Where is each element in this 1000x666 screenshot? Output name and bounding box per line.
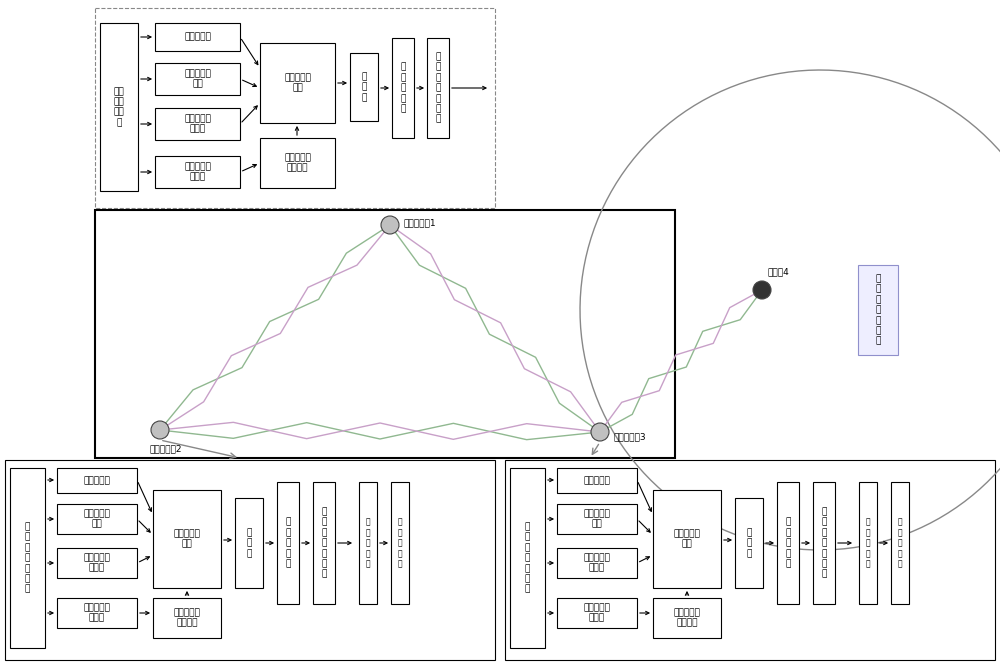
- Circle shape: [151, 421, 169, 439]
- Bar: [813, 482, 835, 604]
- Text: 节点位置计
算器: 节点位置计 算器: [174, 529, 200, 549]
- Bar: [100, 23, 138, 191]
- Bar: [155, 156, 240, 188]
- Circle shape: [381, 216, 399, 234]
- Bar: [155, 23, 240, 51]
- Bar: [153, 598, 221, 638]
- Text: 测量距离计
算器: 测量距离计 算器: [584, 509, 610, 529]
- Text: 位置策略空
间生成器: 位置策略空 间生成器: [284, 153, 311, 172]
- Bar: [10, 468, 45, 648]
- Circle shape: [591, 423, 609, 441]
- Text: 比
较
器: 比 较 器: [746, 528, 752, 558]
- Text: 节
点
状
态
广
播
器: 节 点 状 态 广 播 器: [321, 507, 327, 579]
- Bar: [359, 482, 377, 604]
- Text: 邻居节点集
建立器: 邻居节点集 建立器: [584, 553, 610, 573]
- Bar: [350, 53, 378, 121]
- Text: 待定位节点1: 待定位节点1: [403, 218, 436, 228]
- Text: 节点位置计
算器: 节点位置计 算器: [284, 73, 311, 93]
- Text: 节
点
广
播
器: 节 点 广 播 器: [366, 517, 370, 568]
- Text: 节
点
转
换
器: 节 点 转 换 器: [285, 517, 291, 568]
- Text: 邻居节点集
建立器: 邻居节点集 建立器: [184, 115, 211, 134]
- Text: 锚节点信息
过滤器: 锚节点信息 过滤器: [584, 603, 610, 623]
- Text: 锚节点信息
过滤器: 锚节点信息 过滤器: [184, 163, 211, 182]
- Bar: [557, 504, 637, 534]
- Text: 测量距离计
算器: 测量距离计 算器: [184, 69, 211, 89]
- Bar: [653, 598, 721, 638]
- Bar: [235, 498, 263, 588]
- Bar: [653, 490, 721, 588]
- Bar: [57, 548, 137, 578]
- Bar: [277, 482, 299, 604]
- Text: 邻居节点集
建立器: 邻居节点集 建立器: [84, 553, 110, 573]
- Bar: [505, 460, 995, 660]
- Text: 节
点
状
态
获
取
器: 节 点 状 态 获 取 器: [25, 522, 30, 593]
- Bar: [557, 468, 637, 493]
- Text: 阈值设置器: 阈值设置器: [84, 476, 110, 485]
- Text: 阈值设置器: 阈值设置器: [184, 33, 211, 41]
- Bar: [57, 504, 137, 534]
- Bar: [557, 548, 637, 578]
- Bar: [95, 210, 675, 458]
- Bar: [95, 8, 495, 208]
- Text: 节
点
广
播
器: 节 点 广 播 器: [866, 517, 870, 568]
- Text: 节
点
状
态
广
播
器: 节 点 状 态 广 播 器: [821, 507, 827, 579]
- Text: 节
点
广
播
器: 节 点 广 播 器: [398, 517, 402, 568]
- Text: 节
点
转
换
器: 节 点 转 换 器: [400, 63, 406, 113]
- Bar: [859, 482, 877, 604]
- Text: 节
点
状
态
广
播
器: 节 点 状 态 广 播 器: [875, 274, 881, 346]
- Text: 比
较
器: 比 较 器: [246, 528, 252, 558]
- Bar: [557, 598, 637, 628]
- Text: 待定位节点3: 待定位节点3: [613, 432, 646, 442]
- Bar: [392, 38, 414, 138]
- Bar: [891, 482, 909, 604]
- Bar: [777, 482, 799, 604]
- Text: 节
点
状
态
广
播
器: 节 点 状 态 广 播 器: [435, 53, 441, 124]
- Bar: [153, 490, 221, 588]
- Text: 锚节点信息
过滤器: 锚节点信息 过滤器: [84, 603, 110, 623]
- Text: 阈值设置器: 阈值设置器: [584, 476, 610, 485]
- Text: 节
点
状
态
获
取
器: 节 点 状 态 获 取 器: [525, 522, 530, 593]
- Bar: [155, 108, 240, 140]
- Bar: [57, 598, 137, 628]
- Bar: [5, 460, 495, 660]
- Text: 位置策略空
间生成器: 位置策略空 间生成器: [674, 608, 700, 627]
- Text: 比
较
器: 比 较 器: [361, 72, 367, 102]
- Bar: [510, 468, 545, 648]
- Text: 测量距离计
算器: 测量距离计 算器: [84, 509, 110, 529]
- Bar: [260, 43, 335, 123]
- Bar: [155, 63, 240, 95]
- Bar: [858, 265, 898, 355]
- Bar: [260, 138, 335, 188]
- Bar: [391, 482, 409, 604]
- Bar: [57, 468, 137, 493]
- Text: 节点
状态
获取
器: 节点 状态 获取 器: [114, 87, 124, 127]
- Text: 待定位节点2: 待定位节点2: [150, 444, 182, 453]
- Bar: [427, 38, 449, 138]
- Text: 节
点
转
换
器: 节 点 转 换 器: [785, 517, 791, 568]
- Bar: [735, 498, 763, 588]
- Bar: [313, 482, 335, 604]
- Text: 位置策略空
间生成器: 位置策略空 间生成器: [174, 608, 200, 627]
- Circle shape: [753, 281, 771, 299]
- Text: 锚节点4: 锚节点4: [767, 267, 789, 276]
- Text: 节点位置计
算器: 节点位置计 算器: [674, 529, 700, 549]
- Text: 节
点
广
播
器: 节 点 广 播 器: [898, 517, 902, 568]
